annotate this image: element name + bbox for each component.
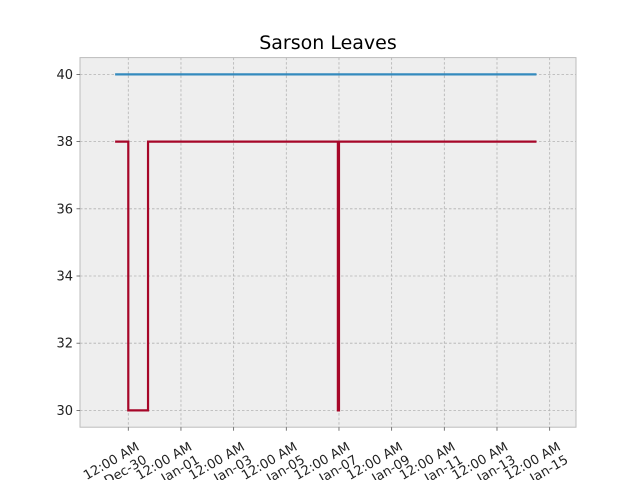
series-group <box>115 73 537 412</box>
y-axis: 30 32 34 36 38 40 <box>56 68 80 419</box>
chart-title: Sarson Leaves <box>259 32 397 54</box>
y-tick-label: 32 <box>56 337 73 352</box>
plot-area <box>79 57 577 428</box>
y-tick-label: 36 <box>56 202 73 217</box>
series-line-2 <box>115 140 537 412</box>
y-tick-label: 40 <box>56 68 73 83</box>
y-tick-label: 34 <box>56 270 73 285</box>
y-tick-label: 38 <box>56 135 73 150</box>
y-tick-label: 30 <box>56 404 73 419</box>
